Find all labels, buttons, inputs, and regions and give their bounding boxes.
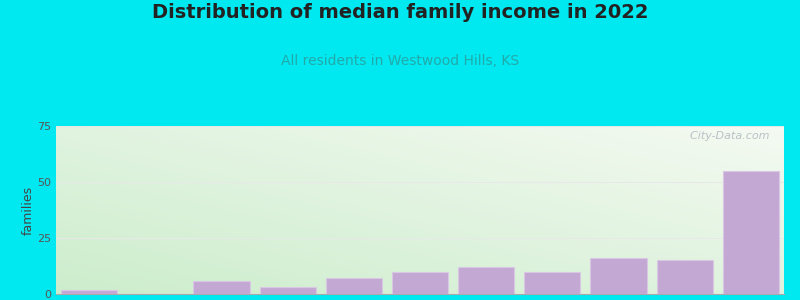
Text: All residents in Westwood Hills, KS: All residents in Westwood Hills, KS [281,54,519,68]
Bar [259,287,316,294]
Bar [657,260,713,294]
Bar [194,280,250,294]
Y-axis label: families: families [22,185,34,235]
Text: Distribution of median family income in 2022: Distribution of median family income in … [152,3,648,22]
Bar [61,290,118,294]
Bar [392,272,448,294]
Text: City-Data.com: City-Data.com [683,131,770,141]
Bar [458,267,514,294]
Bar [590,258,646,294]
Bar [722,171,779,294]
Bar [524,272,581,294]
Bar [326,278,382,294]
